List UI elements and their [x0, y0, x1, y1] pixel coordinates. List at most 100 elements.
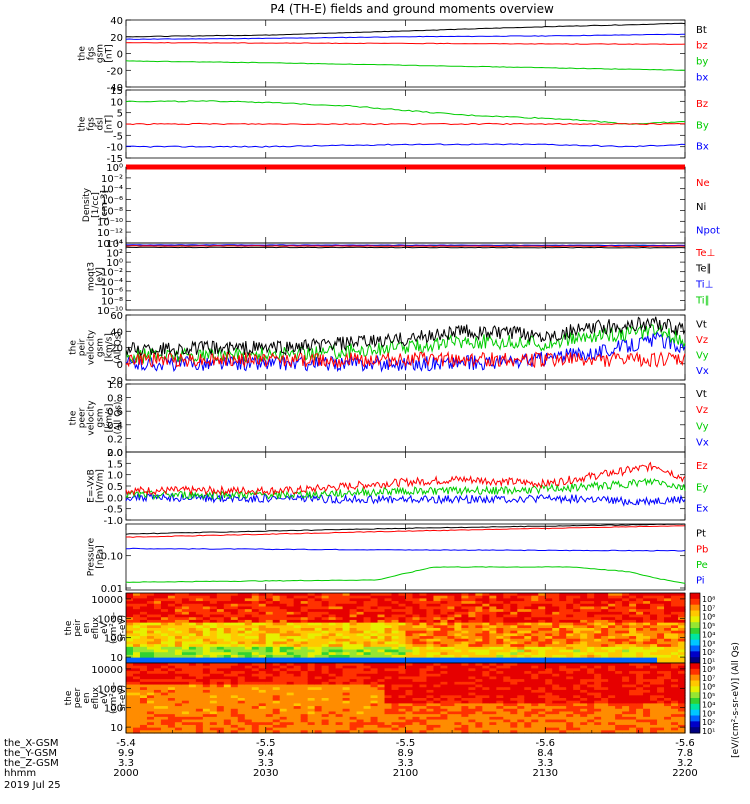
spectrogram-cell — [370, 636, 379, 640]
spectrogram-cell — [181, 676, 190, 680]
spectrogram-cell — [559, 638, 567, 643]
spectrogram-cell — [384, 622, 393, 626]
spectrogram-cell — [265, 668, 274, 672]
spectrogram-cell — [223, 692, 232, 696]
spectrogram-cell — [244, 660, 253, 664]
spectrogram-cell — [286, 687, 295, 691]
spectrogram-cell — [328, 617, 337, 621]
spectrogram-cell — [321, 665, 330, 669]
spectrogram-cell — [139, 727, 148, 731]
spectrogram-cell — [126, 719, 134, 723]
spectrogram-cell — [510, 625, 518, 629]
spectrogram-cell — [517, 609, 525, 613]
spectrogram-cell — [139, 646, 148, 651]
spectrogram-cell — [426, 630, 435, 634]
spectrogram-cell — [475, 724, 483, 729]
spectrogram-cell — [538, 603, 546, 608]
spectrogram-cell — [363, 646, 372, 651]
spectrogram-cell — [601, 603, 609, 608]
spectrogram-cell — [181, 601, 190, 605]
spectrogram-cell — [328, 665, 337, 669]
spectrogram-cell — [363, 706, 372, 710]
spectrogram-cell — [657, 714, 665, 718]
spectrogram-cell — [160, 630, 169, 634]
spectrogram-cell — [188, 665, 197, 669]
spectrogram-cell — [265, 636, 274, 640]
spectrogram-cell — [461, 630, 469, 634]
y-tick-label: -10 — [107, 143, 123, 154]
spectrogram-cell — [566, 673, 574, 678]
spectrogram-cell — [594, 700, 602, 704]
spectrogram-cell — [384, 695, 393, 699]
spectrogram-cell — [454, 711, 462, 715]
spectrogram-cell — [510, 660, 518, 664]
spectrogram-cell — [398, 622, 407, 626]
spectrogram-cell — [566, 708, 574, 713]
spectrogram-cell — [496, 663, 504, 667]
spectrogram-cell — [601, 706, 609, 710]
colorbar-tick-label: 10⁶ — [702, 613, 715, 622]
spectrogram-cell — [475, 722, 483, 726]
spectrogram-cell — [391, 673, 400, 678]
spectrogram-cell — [328, 606, 337, 610]
spectrogram-cell — [314, 684, 323, 688]
spectrogram-cell — [531, 706, 539, 710]
spectrogram-cell — [377, 614, 386, 618]
spectrogram-cell — [139, 630, 148, 634]
spectrogram-cell — [412, 714, 421, 718]
ephemeris-value: 3.2 — [677, 758, 693, 769]
spectrogram-cell — [678, 679, 686, 683]
spectrogram-cell — [412, 654, 421, 659]
spectrogram-cell — [475, 609, 483, 613]
spectrogram-cell — [496, 646, 504, 651]
spectrogram-cell — [244, 628, 253, 632]
spectrogram-cell — [265, 727, 274, 731]
spectrogram-cell — [160, 598, 169, 602]
spectrogram-cell — [468, 681, 476, 686]
spectrogram-cell — [545, 611, 553, 616]
spectrogram-cell — [524, 633, 532, 637]
spectrogram-cell — [293, 598, 302, 602]
spectrogram-cell — [167, 708, 176, 713]
spectrogram-cell — [517, 687, 525, 691]
spectrogram-cell — [475, 636, 483, 640]
spectrogram-cell — [188, 614, 197, 618]
spectrogram-cell — [377, 630, 386, 634]
spectrogram-cell — [328, 679, 337, 683]
spectrogram-cell — [126, 595, 134, 599]
y-axis-label: fgs — [87, 117, 97, 131]
spectrogram-cell — [671, 614, 679, 618]
spectrogram-cell — [223, 671, 232, 675]
spectrogram-cell — [524, 668, 532, 672]
spectrogram-cell — [391, 611, 400, 616]
spectrogram-cell — [524, 676, 532, 680]
spectrogram-cell — [650, 660, 658, 664]
spectrogram-cell — [650, 698, 658, 702]
spectrogram-cell — [126, 633, 134, 637]
spectrogram-cell — [272, 730, 281, 734]
spectrogram-cell — [370, 711, 379, 715]
spectrogram-cell — [265, 719, 274, 723]
spectrogram-cell — [377, 700, 386, 704]
spectrogram-cell — [126, 593, 134, 597]
spectrogram-cell — [391, 668, 400, 672]
spectrogram-cell — [335, 636, 344, 640]
spectrogram-cell — [146, 689, 155, 694]
spectrogram-cell — [258, 703, 267, 707]
spectrogram-cell — [230, 595, 239, 599]
spectrogram-cell — [405, 614, 414, 618]
spectrogram-cell — [489, 611, 497, 616]
spectrogram-cell — [139, 636, 148, 640]
spectrogram-cell — [489, 700, 497, 704]
spectrogram-cell — [489, 668, 497, 672]
spectrogram-cell — [482, 595, 490, 599]
spectrogram-cell — [552, 609, 560, 613]
spectrogram-cell — [482, 687, 490, 691]
spectrogram-cell — [629, 714, 637, 718]
spectrogram-cell — [573, 603, 581, 608]
spectrogram-cell — [664, 636, 672, 640]
spectrogram-cell — [209, 625, 218, 629]
spectrogram-cell — [433, 724, 442, 729]
